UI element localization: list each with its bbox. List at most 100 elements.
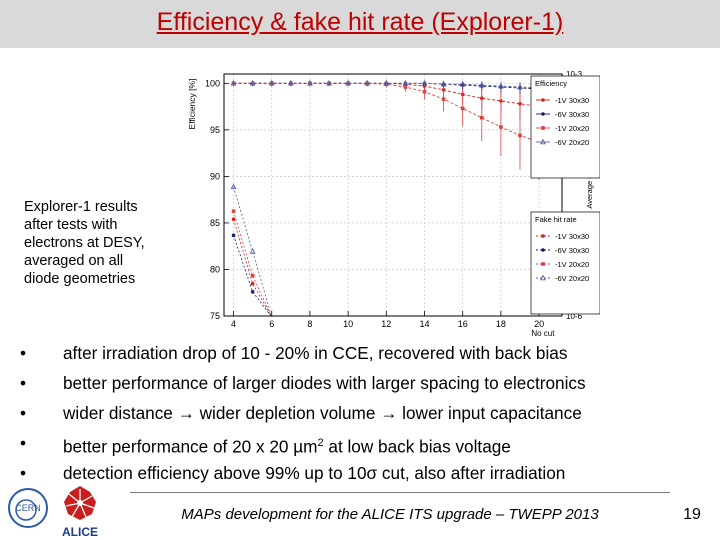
fakehit-legend-entry: -1V 30x30 — [555, 232, 589, 241]
plot-frame — [223, 73, 563, 317]
arrow-icon: → — [177, 403, 195, 423]
side-text-line: diode geometries — [24, 271, 136, 287]
bullet-item: • wider distance → wider depletion volume… — [18, 398, 708, 428]
x-tick-label: 14 — [420, 319, 430, 329]
efficiency-point — [287, 79, 294, 86]
x-tick-label: 18 — [496, 319, 506, 329]
bullet-dot: • — [20, 433, 27, 453]
fakehit-legend-entry: -6V 30x30 — [555, 246, 589, 255]
fakehit-series-line — [233, 186, 273, 318]
title-bar — [0, 0, 720, 48]
efficiency-point — [479, 115, 484, 120]
fakehit-point — [230, 183, 237, 190]
side-text-line: after tests with — [24, 217, 118, 233]
efficiency-point — [402, 79, 409, 86]
efficiency-legend-entry: -1V 20x20 — [555, 124, 589, 133]
efficiency-point — [459, 80, 466, 87]
arrow-icon: → — [380, 403, 398, 423]
side-text-line: averaged on all — [24, 253, 124, 269]
fakehit-legend-marker — [541, 234, 545, 238]
fakehit-point — [249, 248, 256, 254]
efficiency-legend-entry: -6V 20x20 — [555, 138, 589, 147]
bullet-item: • better performance of 20 x 20 µm2 at lo… — [18, 428, 708, 458]
x-tick-label: 12 — [381, 319, 391, 329]
efficiency-legend-entry: -6V 30x30 — [555, 110, 589, 119]
y-tick-label: 95 — [210, 125, 220, 135]
y-tick-label: 85 — [210, 218, 220, 228]
y2-tick-label: 10-3 — [566, 70, 583, 79]
fakehit-legend-marker — [541, 262, 545, 266]
fakehit-point — [231, 217, 236, 221]
bullet-item: • better performance of larger diodes wit… — [18, 368, 708, 398]
efficiency-point — [517, 83, 523, 90]
fakehit-series-line — [233, 211, 273, 318]
fakehit-point — [250, 290, 255, 294]
fakehit-point — [250, 273, 255, 278]
efficiency-point — [364, 79, 371, 86]
efficiency-point — [440, 80, 447, 87]
fakehit-legend-title: Fake hit rate — [535, 215, 577, 224]
efficiency-legend-marker — [541, 126, 545, 130]
fakehit-point — [250, 281, 255, 286]
bullet-item: • detection efficiency above 99% up to 10… — [18, 458, 708, 488]
efficiency-legend-marker — [541, 98, 545, 102]
y-tick-label: 75 — [210, 311, 220, 321]
fakehit-legend-entry: -1V 20x20 — [555, 260, 589, 269]
efficiency-point — [345, 79, 352, 86]
efficiency-point — [518, 133, 522, 138]
efficiency-point — [499, 125, 503, 129]
superscript: 2 — [317, 437, 324, 449]
efficiency-point — [460, 106, 465, 111]
efficiency-point — [249, 79, 256, 86]
y-tick-label: 80 — [210, 264, 220, 274]
x-tick-label: 20 — [534, 319, 544, 329]
bullet-text-part: wider depletion volume — [194, 403, 381, 423]
side-text-line: Explorer-1 results — [24, 199, 138, 215]
fakehit-legend-marker — [541, 248, 545, 252]
efficiency-legend-title: Efficiency — [535, 79, 567, 88]
fakehit-series-line — [233, 235, 273, 318]
efficiency-point — [306, 79, 313, 86]
x-tick-label: 8 — [307, 319, 312, 329]
efficiency-point — [422, 89, 427, 94]
y-tick-label: 90 — [210, 171, 220, 181]
bullet-dot: • — [20, 463, 27, 483]
bullet-text: detection efficiency above 99% up to 10σ… — [63, 463, 566, 483]
fakehit-point — [231, 209, 236, 213]
fakehit-legend-entry: -6V 20x20 — [555, 274, 589, 283]
alice-logo-text: ALICE — [62, 525, 98, 539]
efficiency-point — [268, 79, 275, 86]
efficiency-plot: 758085909510010-610-510-410-346810121416… — [187, 70, 600, 338]
slide-title: Efficiency & fake hit rate (Explorer-1) — [156, 8, 564, 36]
bullet-text-part: at low back bias voltage — [323, 436, 511, 457]
bullet-text: after irradiation drop of 10 - 20% in CC… — [63, 343, 568, 363]
efficiency-legend-entry: -1V 30x30 — [555, 96, 589, 105]
efficiency-point — [478, 81, 485, 88]
cern-logo: CERN — [8, 488, 48, 528]
y-tick-label: 100 — [205, 78, 220, 88]
x-tick-label: 6 — [269, 319, 274, 329]
efficiency-point — [403, 85, 408, 89]
side-text-line: electrons at DESY, — [24, 235, 145, 251]
fakehit-point — [231, 233, 236, 238]
alice-logo: ALICE — [62, 486, 98, 539]
cern-logo-text: CERN — [15, 503, 41, 513]
bullet-text-part: wider distance — [63, 403, 178, 423]
footer-text: MAPs development for the ALICE ITS upgra… — [181, 506, 599, 523]
footer-divider — [130, 492, 670, 493]
bullet-text-part: better performance of 20 x 20 µm — [63, 436, 318, 457]
bullet-dot: • — [20, 343, 27, 363]
fakehit-legend-marker — [540, 274, 546, 281]
bullet-list: • after irradiation drop of 10 - 20% in C… — [18, 338, 708, 488]
y2-tick-label: 10-6 — [566, 312, 583, 321]
bullet-dot: • — [20, 403, 27, 423]
bullet-dot: • — [20, 373, 27, 393]
efficiency-point — [441, 97, 446, 101]
bullet-text: better performance of larger diodes with… — [63, 373, 586, 393]
efficiency-point — [230, 79, 237, 86]
efficiency-series-line — [233, 82, 540, 143]
bullet-text-part: lower input capacitance — [397, 403, 582, 423]
y-axis-label: Efficiency [%] — [187, 79, 197, 130]
efficiency-point — [497, 82, 504, 89]
efficiency-point — [421, 79, 428, 86]
